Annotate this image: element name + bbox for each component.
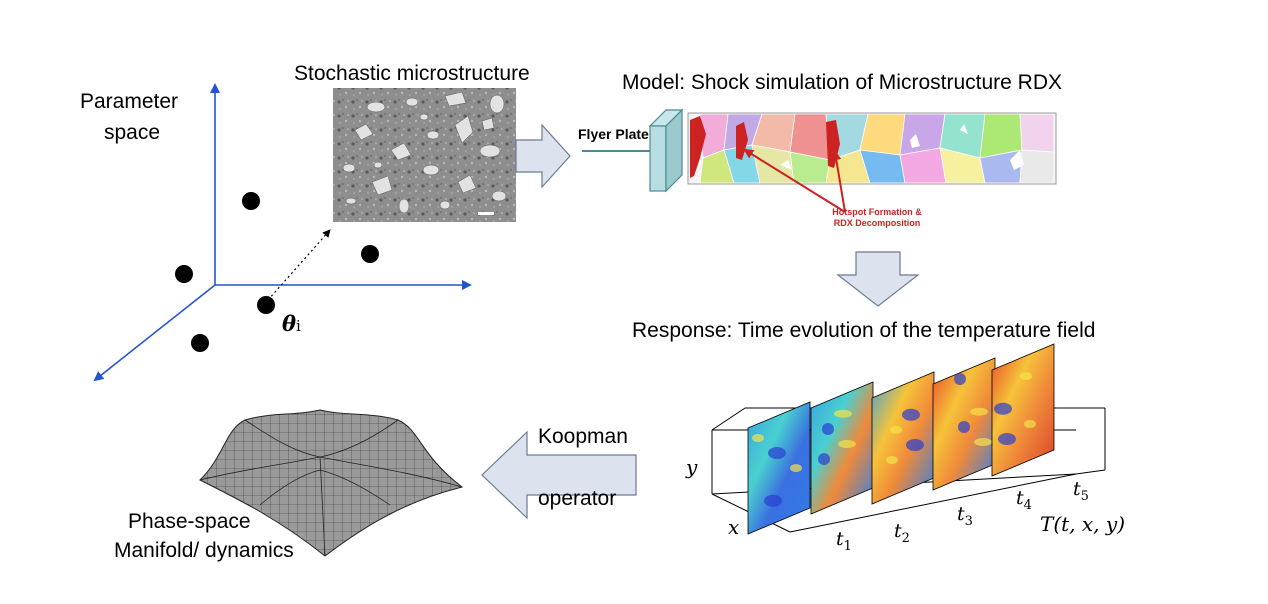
koopman-label-line2: operator — [538, 487, 617, 510]
shock-model-domain — [582, 108, 1057, 213]
temperature-slice — [871, 371, 935, 505]
model-title: Model: Shock simulation of Microstructur… — [622, 71, 1062, 94]
sample-point-theta-i — [257, 296, 275, 314]
sample-point — [175, 265, 193, 283]
sample-point — [361, 245, 379, 263]
time-label-subscript: 2 — [901, 530, 910, 546]
temperature-blob — [834, 409, 852, 418]
temperature-blob — [906, 439, 924, 452]
temperature-slice — [810, 381, 874, 515]
temperature-field-label: T(t, x, y) — [1040, 512, 1125, 536]
microstructure-title: Stochastic microstructure — [294, 62, 530, 85]
manifold-label-line2: Manifold/ dynamics — [114, 539, 294, 562]
arrow-to-response — [836, 251, 920, 307]
hotspot-label-line1: Hotspot Formation & — [832, 207, 922, 217]
temperature-blob — [768, 447, 786, 460]
koopman-label-line1: Koopman — [538, 425, 628, 448]
flyer-plate — [649, 125, 667, 192]
response-title: Response: Time evolution of the temperat… — [632, 319, 1096, 342]
temperature-blob — [752, 434, 764, 442]
time-label-symbol: t — [836, 528, 844, 550]
parameter-space-label-line1: Parameter — [80, 90, 179, 113]
temperature-blob — [994, 402, 1012, 415]
time-label-subscript: 3 — [964, 513, 973, 529]
temperature-slices — [747, 343, 1055, 535]
temperature-blob — [958, 421, 970, 433]
temperature-blob — [1024, 420, 1036, 428]
time-label-3: t3 — [957, 503, 973, 529]
temperature-blob — [818, 453, 830, 466]
hotspot-label: Hotspot Formation & RDX Decomposition — [812, 207, 942, 229]
temperature-blob — [886, 456, 898, 465]
sample-point — [191, 334, 209, 352]
temperature-blob — [954, 373, 966, 386]
time-label-subscript: 5 — [1080, 488, 1089, 504]
temperature-blob — [764, 494, 782, 507]
time-label-4: t4 — [1016, 487, 1032, 513]
arrow-to-model — [515, 123, 571, 189]
koopman-arrow — [481, 430, 637, 520]
microstructure-image — [333, 88, 516, 222]
temperature-blob — [822, 423, 834, 435]
temperature-blob — [790, 464, 802, 473]
temperature-blob — [998, 433, 1016, 446]
hotspot-label-line2: RDX Decomposition — [833, 218, 921, 228]
temperature-blob — [838, 440, 856, 449]
time-label-subscript: 4 — [1023, 497, 1032, 513]
phase-space-manifold — [199, 409, 464, 557]
temperature-blob — [970, 407, 988, 416]
manifold-label-line1: Phase-space — [128, 510, 251, 533]
time-label-symbol: t — [1016, 487, 1024, 509]
time-label-1: t1 — [836, 528, 852, 554]
time-label-symbol: t — [1073, 478, 1081, 500]
temperature-blob — [1020, 372, 1032, 381]
flyer-plate-label: Flyer Plate — [578, 126, 649, 142]
time-label-subscript: 1 — [843, 538, 852, 554]
sample-point — [242, 192, 260, 210]
time-label-symbol: t — [894, 520, 902, 542]
x-axis-label: x — [728, 515, 740, 539]
temperature-slice — [747, 401, 811, 535]
temperature-blob — [902, 408, 920, 421]
temperature-blob — [890, 426, 902, 434]
parameter-samples — [175, 192, 379, 352]
time-label-5: t5 — [1073, 478, 1089, 504]
theta-i-label: θi — [282, 311, 301, 336]
sample-to-microstructure-arrow — [267, 229, 331, 301]
parameter-space-label-line2: space — [104, 121, 161, 144]
y-axis-label: y — [686, 455, 698, 479]
time-label-symbol: t — [957, 503, 965, 525]
temperature-blob — [974, 438, 992, 447]
parameter-space-axes — [93, 83, 472, 382]
y-axis — [93, 284, 216, 382]
time-label-2: t2 — [894, 520, 910, 546]
